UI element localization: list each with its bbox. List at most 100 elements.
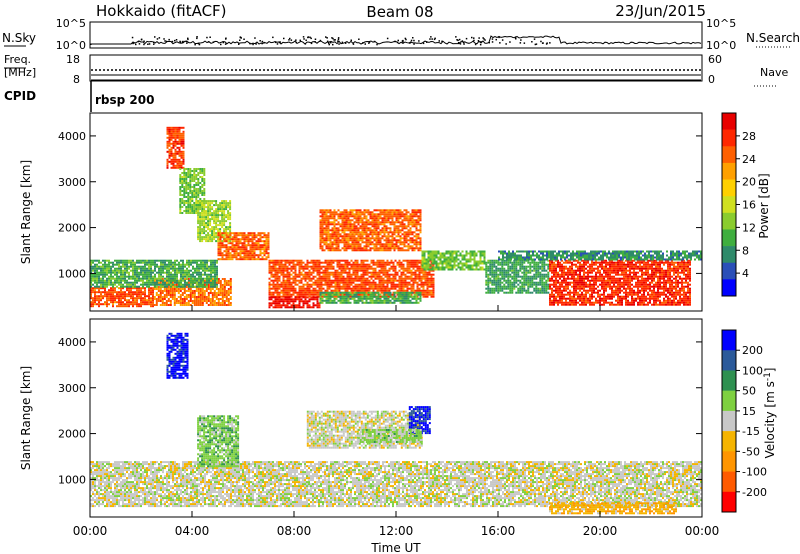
heatmap-cell (380, 265, 383, 268)
heatmap-cell (345, 221, 348, 224)
heatmap-cell (321, 297, 324, 300)
heatmap-cell (365, 239, 368, 242)
heatmap-cell (124, 259, 126, 262)
heatmap-cell (169, 294, 172, 296)
heatmap-cell (138, 289, 140, 292)
heatmap-cell (253, 248, 256, 251)
heatmap-cell (348, 283, 351, 286)
heatmap-cell (282, 281, 285, 284)
heatmap-cell (363, 215, 366, 218)
heatmap-cell (337, 241, 340, 244)
heatmap-cell (134, 277, 136, 280)
heatmap-cell (205, 222, 208, 225)
heatmap-cell (298, 275, 301, 278)
noise-search-point (332, 37, 334, 40)
heatmap-cell (409, 301, 412, 304)
heatmap-cell (302, 300, 305, 303)
heatmap-cell (350, 281, 353, 284)
heatmap-cell (197, 292, 200, 294)
heatmap-cell (150, 279, 152, 282)
heatmap-cell (195, 208, 198, 210)
heatmap-cell (102, 281, 104, 284)
heatmap-cell (391, 239, 394, 242)
heatmap-cell (384, 261, 387, 264)
heatmap-cell (104, 281, 106, 284)
heatmap-cell (223, 222, 226, 225)
heatmap-cell (96, 281, 98, 284)
heatmap-cell (356, 271, 359, 274)
heatmap-cell (92, 289, 94, 292)
heatmap-cell (382, 279, 385, 282)
heatmap-cell (371, 221, 374, 224)
heatmap-cell (183, 292, 186, 294)
heatmap-cell (390, 279, 393, 282)
heatmap-cell (318, 277, 321, 280)
noise-search-point (132, 42, 134, 45)
noise-search-point (477, 40, 480, 42)
heatmap-cell (180, 267, 182, 270)
heatmap-cell (341, 229, 344, 232)
heatmap-cell (377, 227, 380, 230)
heatmap-cell (332, 279, 335, 282)
heatmap-cell (392, 283, 395, 286)
heatmap-cell (180, 142, 183, 145)
heatmap-cell (361, 213, 364, 216)
heatmap-cell (379, 217, 382, 220)
noise-search-point (457, 42, 460, 44)
heatmap-cell (304, 283, 307, 286)
heatmap-cell (351, 231, 354, 234)
heatmap-cell (155, 300, 158, 302)
heatmap-cell (328, 281, 331, 284)
heatmap-cell (387, 221, 390, 224)
heatmap-cell (400, 275, 403, 278)
heatmap-cell (195, 198, 198, 200)
heatmap-cell (132, 259, 134, 262)
heatmap-cell (124, 267, 126, 270)
heatmap-cell (185, 190, 188, 192)
heatmap-cell (182, 267, 184, 270)
heatmap-cell (191, 176, 194, 178)
heatmap-cell (138, 259, 140, 262)
heatmap-cell (245, 252, 248, 255)
heatmap-cell (403, 297, 406, 300)
heatmap-cell (118, 293, 120, 296)
heatmap-cell (377, 219, 380, 222)
heatmap-cell (265, 234, 268, 237)
heatmap-cell (255, 242, 258, 245)
heatmap-cell (189, 290, 192, 292)
heatmap-cell (268, 302, 271, 305)
heatmap-cell (348, 281, 351, 284)
noise-sky-line (90, 35, 702, 45)
heatmap-cell (198, 263, 200, 266)
heatmap-cell (203, 208, 206, 211)
heatmap-cell (308, 304, 311, 307)
heatmap-cell (408, 269, 411, 272)
heatmap-cell (369, 217, 372, 220)
heatmap-cell (348, 279, 351, 282)
heatmap-cell (217, 278, 220, 280)
heatmap-cell (391, 219, 394, 222)
heatmap-cell (251, 252, 254, 255)
heatmap-cell (270, 302, 273, 305)
heatmap-cell (369, 231, 372, 234)
heatmap-cell (100, 261, 102, 264)
heatmap-cell (323, 233, 326, 236)
heatmap-cell (181, 302, 184, 304)
heatmap-cell (253, 238, 256, 241)
heatmap-cell (110, 261, 112, 264)
heatmap-cell (182, 152, 185, 155)
noise-search-point (364, 43, 366, 45)
heatmap-cell (104, 301, 106, 304)
noise-search-point (405, 38, 407, 41)
heatmap-cell (108, 297, 110, 300)
heatmap-cell (96, 295, 98, 298)
noise-search-point (225, 38, 227, 40)
heatmap-cell (217, 280, 220, 282)
heatmap-cell (272, 279, 275, 282)
heatmap-cell (422, 291, 425, 294)
heatmap-cell (338, 273, 341, 276)
heatmap-cell (302, 304, 305, 307)
heatmap-cell (278, 304, 281, 307)
heatmap-cell (195, 174, 198, 176)
heatmap-cell (367, 249, 370, 252)
